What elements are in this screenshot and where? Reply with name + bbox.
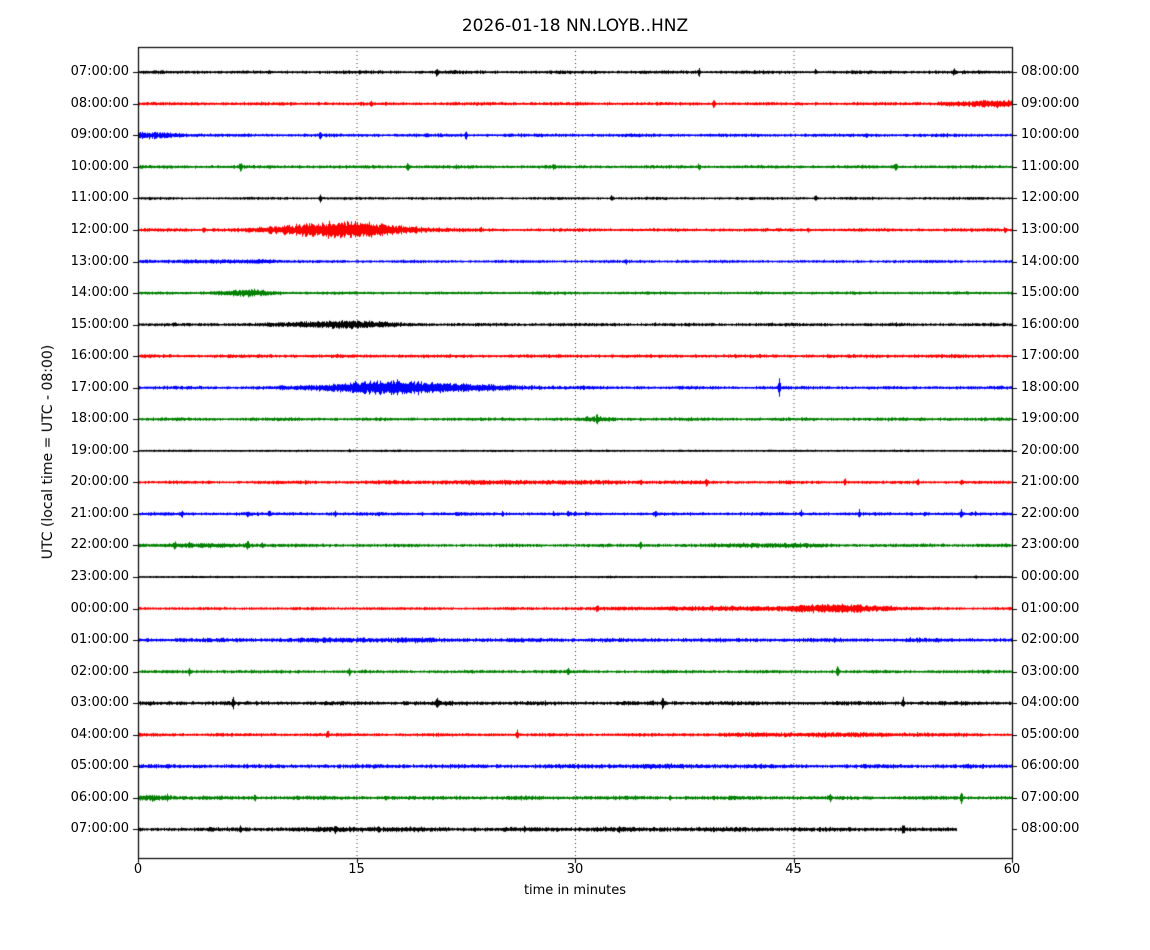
local-time-label: 23:00:00	[1021, 537, 1080, 553]
utc-time-label: 01:00:00	[70, 632, 129, 648]
local-time-label: 08:00:00	[1021, 64, 1080, 80]
utc-time-label: 06:00:00	[70, 789, 129, 805]
local-time-label: 21:00:00	[1021, 474, 1080, 490]
local-time-label: 13:00:00	[1021, 221, 1080, 237]
utc-time-label: 08:00:00	[70, 95, 129, 111]
utc-time-label: 16:00:00	[70, 348, 129, 364]
local-time-label: 03:00:00	[1021, 663, 1080, 679]
local-time-label: 01:00:00	[1021, 600, 1080, 616]
utc-time-label: 13:00:00	[70, 253, 129, 269]
x-tick-label: 15	[348, 862, 365, 877]
utc-time-label: 22:00:00	[70, 537, 129, 553]
local-time-label: 00:00:00	[1021, 569, 1080, 584]
x-tick-label: 30	[566, 862, 584, 877]
local-time-label: 17:00:00	[1021, 348, 1080, 364]
x-tick-label: 45	[785, 862, 802, 877]
local-time-label: 14:00:00	[1021, 253, 1080, 269]
local-time-label: 22:00:00	[1021, 505, 1080, 521]
plot-title: 2026-01-18 NN.LOYB..HNZ	[461, 16, 689, 36]
utc-time-label: 00:00:00	[70, 600, 129, 616]
utc-time-label: 12:00:00	[70, 221, 129, 237]
local-time-label: 15:00:00	[1021, 285, 1080, 301]
utc-time-label: 09:00:00	[70, 127, 129, 143]
local-time-label: 18:00:00	[1021, 379, 1080, 395]
utc-time-label: 11:00:00	[70, 190, 129, 206]
utc-time-label: 07:00:00	[70, 64, 129, 80]
utc-time-label: 15:00:00	[70, 316, 129, 332]
utc-time-label: 20:00:00	[70, 474, 129, 490]
local-time-label: 09:00:00	[1021, 95, 1080, 111]
local-time-label: 07:00:00	[1021, 789, 1080, 805]
utc-time-label: 14:00:00	[70, 285, 129, 301]
local-time-label: 19:00:00	[1021, 411, 1080, 427]
local-time-label: 06:00:00	[1021, 758, 1080, 774]
local-time-label: 20:00:00	[1021, 442, 1080, 458]
utc-time-label: 21:00:00	[70, 505, 129, 521]
utc-time-label: 17:00:00	[70, 379, 129, 395]
x-tick-label: 60	[1003, 862, 1021, 877]
local-time-label: 04:00:00	[1021, 695, 1080, 711]
utc-time-label: 10:00:00	[70, 158, 129, 174]
utc-time-label: 23:00:00	[70, 569, 129, 584]
local-time-label: 12:00:00	[1021, 190, 1080, 206]
local-time-label: 16:00:00	[1021, 316, 1080, 332]
local-time-label: 02:00:00	[1021, 632, 1080, 648]
utc-time-label: 02:00:00	[70, 663, 129, 679]
utc-time-label: 18:00:00	[70, 411, 129, 427]
local-time-label: 10:00:00	[1021, 127, 1080, 143]
utc-time-label: 05:00:00	[70, 758, 129, 774]
utc-time-label: 19:00:00	[70, 442, 129, 458]
local-time-label: 08:00:00	[1021, 821, 1080, 837]
local-time-label: 11:00:00	[1021, 158, 1080, 174]
x-tick-label: 0	[133, 862, 143, 877]
local-time-label: 05:00:00	[1021, 726, 1080, 742]
x-axis-label: time in minutes	[523, 883, 627, 898]
utc-time-label: 03:00:00	[70, 695, 129, 711]
utc-time-label: 07:00:00	[70, 821, 129, 837]
utc-time-label: 04:00:00	[70, 726, 129, 742]
